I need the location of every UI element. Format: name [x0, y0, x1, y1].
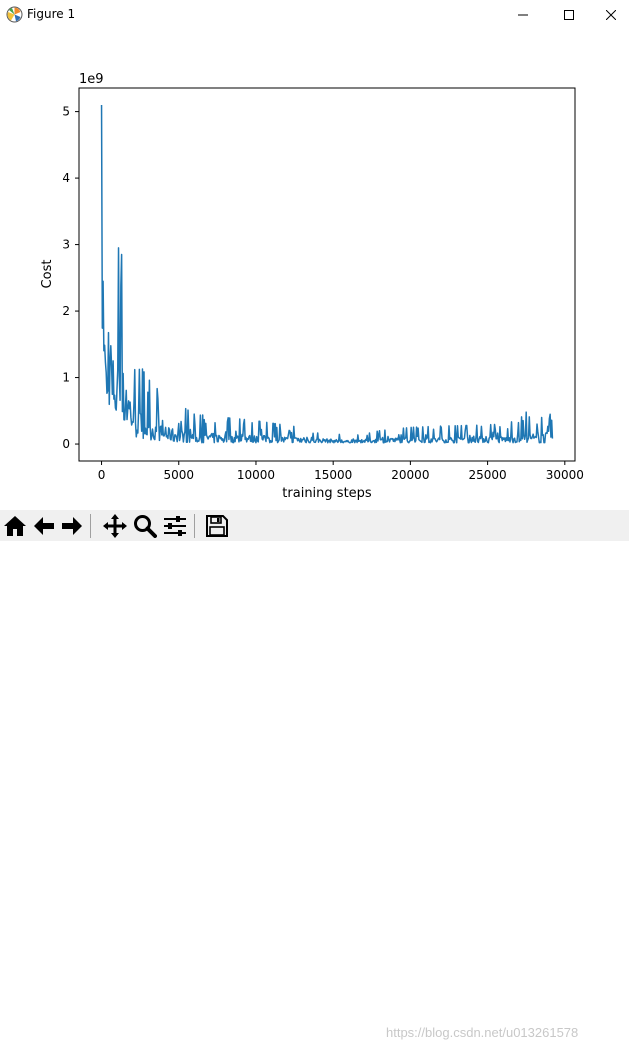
y-offset-label: 1e9 — [79, 72, 104, 87]
x-ticks: 0 5000 10000 15000 20000 25000 30000 — [98, 461, 584, 482]
home-button[interactable] — [2, 513, 28, 539]
x-tick-label: 25000 — [469, 468, 507, 482]
maximize-button[interactable] — [546, 0, 592, 30]
series-layer — [100, 104, 554, 444]
toolbar-separator — [194, 514, 195, 538]
y-ticks: 0 1 2 3 4 5 — [62, 105, 79, 451]
y-tick-label: 2 — [62, 304, 70, 318]
pan-button[interactable] — [102, 513, 128, 539]
back-icon — [34, 517, 54, 535]
navigation-toolbar: https://blog.csdn.net/u013261578 — [0, 510, 629, 1040]
zoom-button[interactable] — [132, 513, 158, 539]
toolbar-separator — [90, 514, 91, 538]
figure-canvas[interactable]: 0 5000 10000 15000 20000 25000 30000 0 1 2 3 4 5 1e… — [0, 30, 629, 510]
x-tick-label: 15000 — [314, 468, 352, 482]
axes-frame — [78, 87, 576, 462]
x-axis-label: training steps — [282, 486, 372, 501]
save-button[interactable] — [204, 513, 230, 539]
matplotlib-app-icon — [6, 6, 23, 23]
forward-button[interactable] — [59, 513, 85, 539]
configure-subplots-button[interactable] — [162, 513, 188, 539]
axes-background — [79, 88, 575, 461]
y-tick-label: 1 — [62, 371, 70, 385]
minimize-button[interactable] — [500, 0, 546, 30]
configure-subplots-icon — [164, 516, 186, 536]
watermark-text: https://blog.csdn.net/u013261578 — [386, 1025, 579, 1040]
x-tick-label: 30000 — [546, 468, 584, 482]
back-button[interactable] — [31, 513, 57, 539]
y-tick-label: 4 — [62, 171, 70, 185]
y-axis-label: Cost — [40, 260, 55, 289]
y-tick-label: 5 — [62, 105, 70, 119]
save-icon — [206, 515, 228, 537]
forward-icon — [62, 517, 82, 535]
home-icon — [4, 516, 26, 536]
window-title: Figure 1 — [27, 7, 76, 21]
y-tick-label: 3 — [62, 238, 70, 252]
minimize-icon — [518, 14, 528, 16]
x-tick-label: 0 — [98, 468, 106, 482]
close-button[interactable] — [592, 0, 629, 30]
x-tick-label: 20000 — [391, 468, 429, 482]
pan-icon — [103, 514, 127, 538]
zoom-icon — [134, 515, 157, 538]
close-icon — [605, 10, 616, 20]
plot-area: 0 5000 10000 15000 20000 25000 30000 0 1 2 3 4 5 1e… — [40, 72, 584, 501]
y-tick-label: 0 — [62, 437, 70, 451]
cost-series-line — [100, 104, 554, 444]
maximize-icon — [564, 10, 574, 20]
x-tick-label: 10000 — [237, 468, 275, 482]
title-bar: Figure 1 — [0, 0, 629, 30]
x-tick-label: 5000 — [163, 468, 194, 482]
